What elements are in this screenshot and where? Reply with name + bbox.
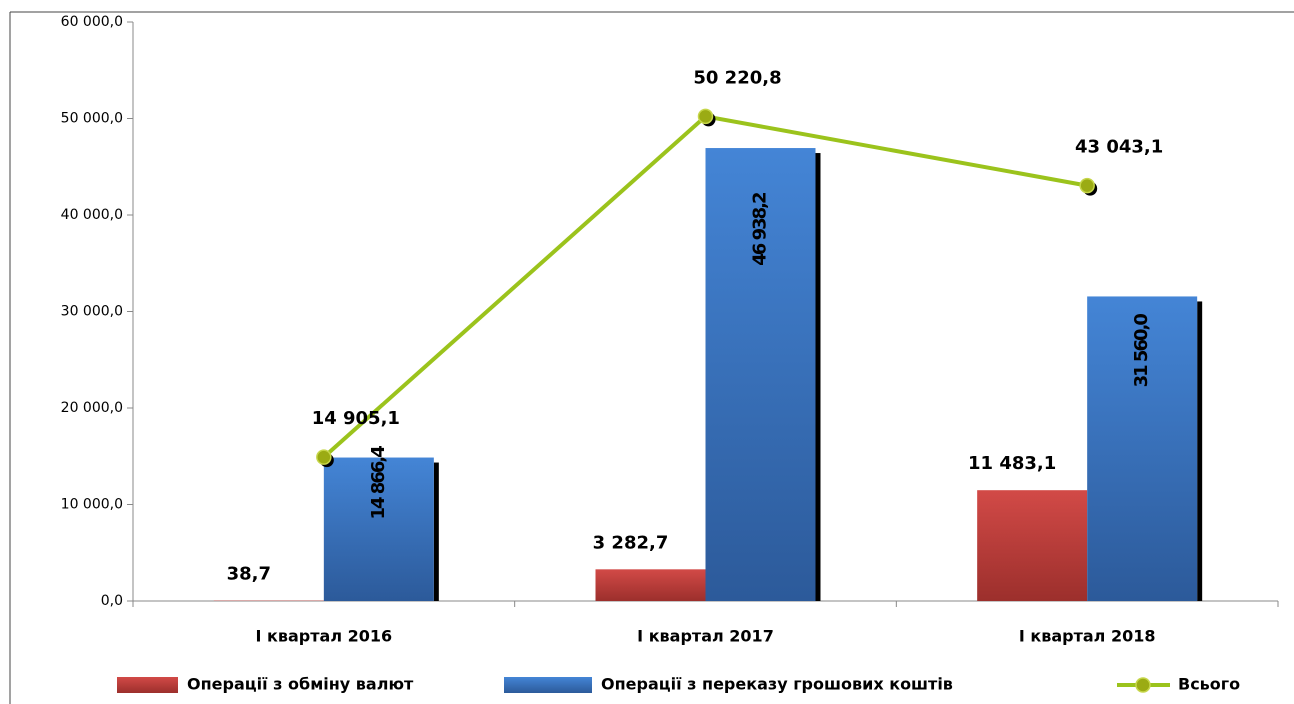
data-label: 14 905,1 bbox=[312, 408, 400, 429]
data-label: 50 220,8 bbox=[693, 67, 781, 88]
bar bbox=[1087, 296, 1198, 601]
legend-marker bbox=[1135, 677, 1151, 693]
data-label: 43 043,1 bbox=[1075, 137, 1163, 158]
marker bbox=[697, 108, 714, 125]
y-tick-label: 60 000,0 bbox=[61, 14, 123, 30]
bar-shadow bbox=[815, 153, 821, 601]
y-tick-label: 10 000,0 bbox=[61, 497, 123, 513]
marker bbox=[1079, 177, 1095, 194]
x-tick-label: І квартал 2017 bbox=[637, 627, 774, 646]
y-tick-label: 20 000,0 bbox=[61, 400, 123, 416]
y-tick-label: 0,0 bbox=[101, 593, 123, 609]
bar bbox=[323, 457, 434, 601]
legend-swatch bbox=[504, 677, 592, 693]
legend-label: Всього bbox=[1178, 675, 1240, 694]
y-tick-label: 50 000,0 bbox=[61, 111, 123, 127]
legend-label: Операції з переказу грошових коштів bbox=[601, 675, 953, 694]
data-label: 46 938,2 bbox=[750, 193, 771, 266]
data-label: 31 560,0 bbox=[1131, 314, 1152, 388]
y-tick-label: 30 000,0 bbox=[61, 304, 123, 320]
bar-shadow bbox=[433, 462, 439, 601]
data-label: 14 866,4 bbox=[368, 446, 389, 520]
x-tick-label: І квартал 2016 bbox=[256, 627, 393, 646]
x-tick-label: І квартал 2018 bbox=[1019, 627, 1156, 646]
legend-label: Операції з обміну валют bbox=[187, 675, 414, 694]
data-label: 3 282,7 bbox=[593, 532, 669, 553]
bar-shadow bbox=[1197, 301, 1203, 601]
legend-swatch bbox=[117, 677, 178, 693]
data-label: 38,7 bbox=[227, 564, 271, 585]
marker bbox=[316, 449, 332, 465]
y-tick-label: 40 000,0 bbox=[61, 207, 123, 223]
bar bbox=[705, 148, 816, 601]
bar bbox=[595, 569, 706, 601]
bar bbox=[977, 490, 1088, 601]
data-label: 11 483,1 bbox=[968, 453, 1056, 474]
